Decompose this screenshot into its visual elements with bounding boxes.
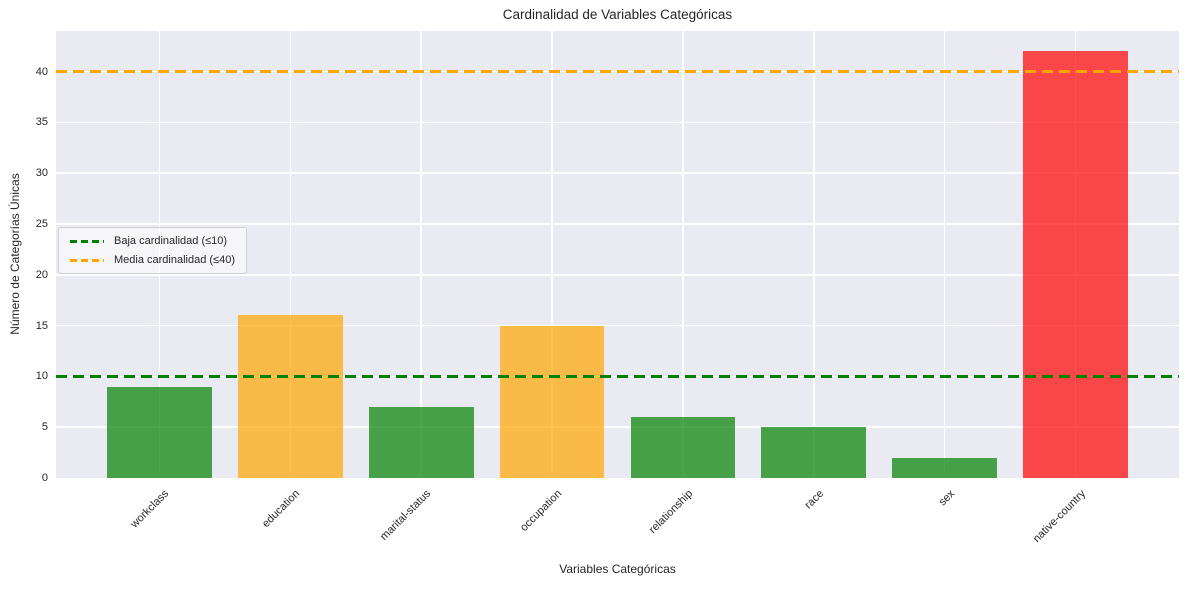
y-tick-label: 35 (35, 116, 48, 129)
x-axis-label: Variables Categóricas (559, 562, 676, 576)
gridline-vertical (420, 31, 422, 478)
gridline-horizontal (56, 223, 1179, 225)
reference-line-10 (56, 374, 1179, 378)
plot-area (56, 31, 1179, 478)
y-tick-label: 25 (35, 218, 48, 231)
gridline-horizontal (56, 172, 1179, 174)
gridline-vertical (289, 31, 292, 478)
chart-title: Cardinalidad de Variables Categóricas (502, 7, 733, 22)
bar-marital-status (368, 406, 474, 478)
bar-workclass (107, 386, 212, 478)
bar-race (761, 427, 867, 478)
y-tick-label: 15 (35, 319, 48, 332)
gridline-horizontal (56, 426, 1179, 428)
gridline-vertical (813, 31, 815, 478)
dashed-line-sample-orange-icon (70, 258, 104, 262)
bar-education (237, 315, 343, 478)
legend-label-media: Media cardinalidad (≤40) (114, 254, 235, 266)
y-tick-label: 10 (35, 370, 48, 383)
bar-relationship (630, 417, 736, 478)
dashed-line-sample-green-icon (70, 239, 104, 243)
bar-occupation (499, 325, 605, 478)
legend-label-baja: Baja cardinalidad (≤10) (114, 235, 228, 247)
gridline-horizontal (56, 121, 1179, 124)
gridline-horizontal (56, 274, 1179, 276)
y-tick-label: 5 (41, 421, 48, 434)
y-tick-label: 40 (35, 65, 48, 78)
y-tick-label: 0 (41, 472, 48, 484)
bar-native-country (1023, 51, 1128, 478)
y-tick-label: 30 (35, 167, 48, 180)
gridline-horizontal (56, 324, 1179, 327)
gridline-vertical (943, 31, 946, 478)
legend: Baja cardinalidad (≤10) Media cardinalid… (58, 227, 247, 274)
gridline-vertical (682, 31, 684, 478)
y-axis-label: Número de Categorías Únicas (8, 173, 22, 335)
gridline-vertical (551, 31, 553, 478)
reference-line-40 (56, 70, 1179, 74)
y-tick-label: 20 (35, 268, 48, 281)
bar-sex (892, 457, 998, 478)
legend-item-baja: Baja cardinalidad (≤10) (70, 235, 235, 247)
legend-item-media: Media cardinalidad (≤40) (70, 254, 235, 266)
